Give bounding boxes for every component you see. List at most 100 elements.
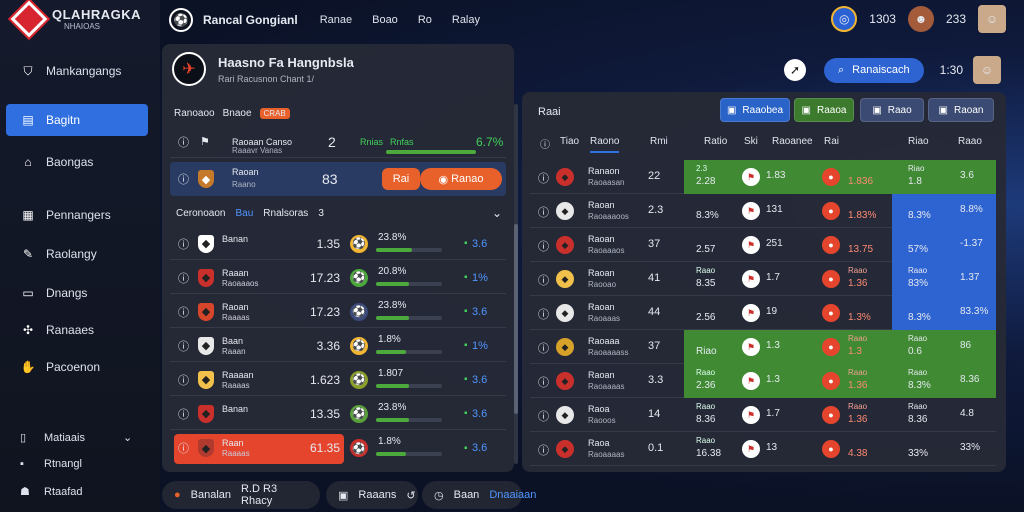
col-1[interactable]: Raono — [590, 136, 620, 153]
bet-button[interactable]: Rai — [382, 168, 420, 190]
match-d: 1.36 — [848, 414, 868, 425]
match-row[interactable]: ⓘ ◆ Raoa Raoaaaas 0.1 Raao 16.38 ⚑ 13 ● … — [530, 432, 996, 466]
info-icon[interactable]: ⓘ — [178, 306, 189, 319]
scrollbar[interactable] — [514, 104, 518, 464]
team-row[interactable]: ⓘ ◆ Banan 1.35 ⚽ 23.8% ▪ 3.6 — [170, 228, 506, 260]
team-pct: 1.807 — [378, 368, 404, 379]
info-icon[interactable]: ⓘ — [538, 241, 549, 253]
match-row[interactable]: ⓘ ◆ Raoa Raooos 14 Raao 8.36 ⚑ 1.7 ● Raa… — [530, 398, 996, 432]
col-3[interactable]: Ratio — [704, 136, 728, 147]
sidebar-item-1[interactable]: ▤ Bagitn — [6, 104, 148, 136]
tab-1[interactable]: ▣ Raaoa — [794, 98, 854, 122]
match-row[interactable]: ⓘ ◆ Raoan Raooao 41 Raao 8.35 ⚑ 1.7 ● Ra… — [530, 262, 996, 296]
sidebar-item-2[interactable]: ⌂ Baongas — [6, 146, 148, 178]
top-link-3[interactable]: Ralay — [451, 14, 480, 26]
team-pct: 1.8% — [378, 334, 401, 345]
featured-row-highlight[interactable]: ⓘ ◆ Raoan Raano 83 Rai ◉ Ranao — [170, 162, 506, 196]
info-icon[interactable]: ⓘ — [538, 207, 549, 219]
team-row[interactable]: ⓘ ◆ Raaan Raoaaaos 17.23 ⚽ 20.8% ▪ 1% — [170, 262, 506, 294]
team-row[interactable]: ⓘ ◆ Raan Raaaas 61.35 ⚽ 1.8% ▪ 3.6 — [170, 432, 506, 464]
avatar[interactable]: ☻ — [907, 6, 934, 32]
col-5[interactable]: Raoanee — [772, 136, 813, 147]
match-e2: Raao — [848, 402, 868, 411]
ball-icon: ⚽ — [350, 370, 368, 389]
team-row[interactable]: ⓘ ◆ Baan Raaan 3.36 ⚽ 1.8% ▪ 1% — [170, 330, 506, 362]
sidebar-sub-2[interactable]: ☗ Rtaafad — [20, 485, 83, 499]
match-name: Raoan — [588, 200, 615, 210]
coin-icon[interactable]: ◎ — [831, 6, 858, 32]
featured-row[interactable]: ⓘ ⚑ Raoaan Canso Raaavr Vanas 2 Rnias Rn… — [170, 126, 506, 158]
match-row[interactable]: ⓘ ◆ Raoan Raoaaas 44 2.56 ⚑ 19 ● 1.3% 8.… — [530, 296, 996, 330]
info-icon[interactable]: ⓘ — [538, 309, 549, 321]
cell-highlight — [892, 194, 996, 228]
info-icon[interactable]: ⓘ — [538, 343, 549, 355]
bottom-chip-1[interactable]: ▣ Raaans ↺ — [326, 481, 418, 509]
info-icon[interactable]: ⓘ — [538, 411, 549, 423]
bottom-chip-0[interactable]: ● Banalan R.D R3 Rhacy — [162, 481, 320, 509]
player-avatar[interactable]: ☺ — [973, 56, 1002, 84]
bottom-chip-2[interactable]: ◷ Baan Dnaaiaan — [422, 481, 536, 509]
sidebar-sub-0[interactable]: ▯ Matiaais ⌄ — [20, 431, 133, 445]
col-6[interactable]: Rai — [824, 136, 840, 147]
compass-icon[interactable]: ➚ — [784, 59, 806, 81]
info-icon[interactable]: ⓘ — [538, 445, 549, 457]
info-icon[interactable]: ⓘ — [178, 408, 189, 421]
place-button[interactable]: ◉ Ranao — [420, 168, 502, 190]
chevron-down-icon[interactable]: ⌄ — [122, 432, 133, 444]
info-icon[interactable]: ⓘ — [178, 238, 189, 251]
info-icon[interactable]: ⓘ — [538, 377, 549, 389]
team-row[interactable]: ⓘ ◆ Raaaan Raaaas 1.623 ⚽ 1.807 ▪ 3.6 — [170, 364, 506, 396]
info-icon[interactable]: ⓘ — [178, 272, 189, 285]
clipboard-icon: ▤ — [22, 113, 34, 127]
sidebar-item-4[interactable]: ✎ Raolangy — [6, 238, 148, 270]
league-logo-icon[interactable]: ⚽ — [169, 8, 193, 32]
match-row[interactable]: ⓘ ◆ Raoaaa Raoaaaass 37 Riao ⚑ 1.3 ● Raa… — [530, 330, 996, 364]
col-4[interactable]: Ski — [744, 136, 758, 147]
sidebar-item-6[interactable]: ✣ Ranaaes — [6, 314, 148, 346]
col-0[interactable]: Tiao — [560, 136, 580, 147]
featured-sub: Raano — [232, 180, 256, 189]
tab-0[interactable]: ▣ Raaobea — [720, 98, 790, 122]
sidebar-sub-1[interactable]: ▪ Rtnangl — [20, 458, 82, 470]
sidebar-item-3[interactable]: ▦ Pennangers — [6, 199, 148, 231]
profile-avatar[interactable]: ☺ — [978, 5, 1006, 33]
info-icon[interactable]: ⓘ — [178, 443, 189, 455]
top-link-0[interactable]: Ranae — [319, 14, 353, 26]
filter-tag[interactable]: CRAB — [259, 108, 290, 119]
info-icon[interactable]: ⓘ — [178, 340, 189, 353]
filter-tab[interactable]: Bnaoe — [222, 108, 252, 119]
match-row[interactable]: ⓘ ◆ Raoan Raoaaaas 3.3 Raao 2.36 ⚑ 1.3 ●… — [530, 364, 996, 398]
info-icon[interactable]: ⓘ — [178, 374, 189, 387]
match-row[interactable]: ⓘ ◆ Ranaon Raoaasan 22 2.3 2.28 ⚑ 1.83 ●… — [530, 160, 996, 194]
scrollbar-thumb[interactable] — [514, 224, 518, 414]
sidebar-item-7[interactable]: ✋ Pacoenon — [6, 351, 148, 383]
match-e: 83% — [908, 278, 929, 289]
team-crest-icon: ◆ — [198, 302, 214, 321]
team-crest-icon: ◆ — [198, 439, 214, 457]
col-7[interactable]: Riao — [908, 136, 929, 147]
top-link-1[interactable]: Boao — [372, 14, 398, 26]
tab-2[interactable]: ▣ Raao — [860, 98, 924, 122]
team-row[interactable]: ⓘ ◆ Raoan Raaaas 17.23 ⚽ 23.8% ▪ 3.6 — [170, 296, 506, 328]
match-row[interactable]: ⓘ ◆ Raoan Raoaaaos 37 2.57 ⚑ 251 ● 13.75… — [530, 228, 996, 262]
search-button[interactable]: ⌕ Ranaiscach — [824, 57, 924, 83]
team-row[interactable]: ⓘ ◆ Banan 13.35 ⚽ 23.8% ▪ 3.6 — [170, 398, 506, 430]
info-icon[interactable]: ⓘ — [538, 275, 549, 287]
chevron-down-icon[interactable]: ⌄ — [491, 206, 502, 220]
col-8[interactable]: Raao — [958, 136, 982, 147]
section-tab-2[interactable]: Rnalsoras — [263, 208, 309, 219]
topbar: ⚽ Rancal Gongianl Ranae Boao Ro Ralay ◎ … — [165, 0, 1024, 40]
top-link-2[interactable]: Ro — [417, 14, 432, 26]
info-icon[interactable]: ⓘ — [538, 173, 549, 185]
tab-3[interactable]: ▣ Raoan — [928, 98, 994, 122]
sidebar-item-5[interactable]: ▭ Dnangs — [6, 277, 148, 309]
status-icon: ● — [822, 304, 840, 322]
info-icon[interactable]: ⓘ — [178, 174, 189, 186]
col-2[interactable]: Rmi — [650, 136, 668, 147]
section-tab[interactable]: Bau — [235, 208, 254, 219]
thumbs-up-icon: ✋ — [20, 360, 36, 374]
info-icon[interactable]: ⓘ — [178, 136, 189, 149]
match-row[interactable]: ⓘ ◆ Raoan Raoaaaoos 2.3 8.3% ⚑ 131 ● 1.8… — [530, 194, 996, 228]
section-bar: Ceronoaon Bau Rnalsoras 3 — [176, 208, 324, 219]
sidebar-item-0[interactable]: ⛉ Mankangangs — [6, 55, 148, 87]
